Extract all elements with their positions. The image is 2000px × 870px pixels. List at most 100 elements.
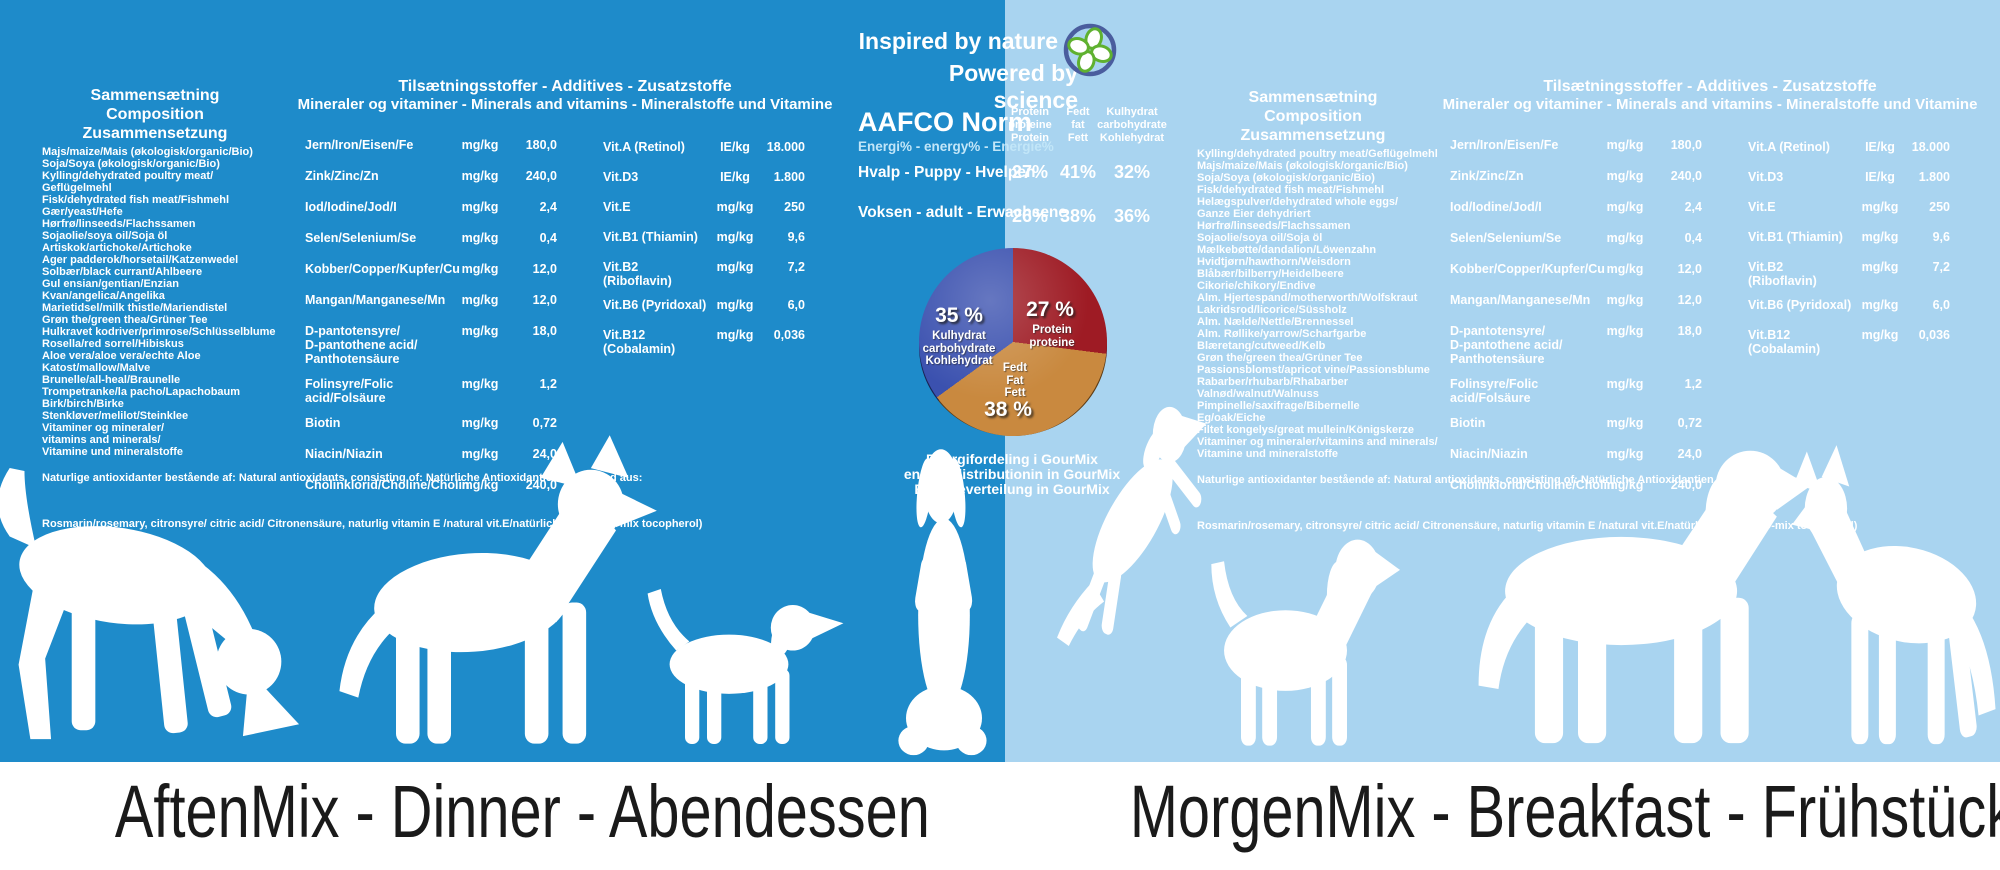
mineral-name: D-pantotensyre/ D-pantothene acid/ Panth…: [305, 324, 418, 366]
ingredient-line: Cikorie/chikory/Endive: [1197, 280, 1316, 292]
ingredient-line: Valnød/walnut/Walnuss: [1197, 388, 1319, 400]
ingredient-line: Rabarber/rhubarb/Rhabarber: [1197, 376, 1348, 388]
aafco-puppy-fat: 41%: [1059, 162, 1097, 182]
vitamin-row: Vit.D3 IE/kg 1.800: [1740, 170, 1950, 190]
ingredient-line: Katost/mallow/Malve: [42, 362, 151, 374]
mineral-value: 1,2: [1684, 377, 1702, 391]
mineral-value: 2,4: [539, 200, 557, 214]
aafco-row-adult-label: Voksen - adult - Erwachsene: [858, 204, 1068, 221]
vitamin-unit: mg/kg: [716, 200, 754, 214]
vitamin-name: Vit.B1 (Thiamin): [603, 230, 698, 244]
aafco-col-protein: Protein proteine Protein: [1008, 106, 1052, 144]
vitamin-name: Vit.E: [603, 200, 631, 214]
ingredient-line: Hørfrø/linseeds/Flachssamen: [42, 218, 196, 230]
mineral-name: Iod/Iodine/Jod/I: [1450, 200, 1542, 214]
mineral-row: Folinsyre/Folic acid/Folsäure mg/kg 1,2: [295, 377, 557, 405]
mineral-value: 2,4: [1684, 200, 1702, 214]
mineral-value: 240,0: [525, 169, 557, 183]
mineral-row: Mangan/Manganese/Mn mg/kg 12,0: [1440, 293, 1702, 313]
mineral-name: Kobber/Copper/Kupfer/Cu: [305, 262, 460, 276]
vitamin-row: Vit.B6 (Pyridoxal) mg/kg 6,0: [1740, 298, 1950, 318]
mineral-value: 18,0: [532, 324, 557, 338]
ingredient-line: Ganze Eier dehydriert: [1197, 208, 1311, 220]
mineral-unit: mg/kg: [461, 293, 499, 307]
energy-pie-chart: 35 % Kulhydrat carbohydrate Kohlehydrat …: [919, 248, 1107, 436]
left-additives-table: Tilsætningsstoffer - Additives - Zusatzs…: [295, 78, 835, 492]
vitamin-name: Vit.B12 (Cobalamin): [603, 328, 676, 356]
right-antioxidant-note: Naturlige antioxidanter bestående af: Na…: [1197, 474, 1798, 486]
mineral-value: 0,4: [1684, 231, 1702, 245]
vitamin-name: Vit.A (Retinol): [1748, 140, 1830, 154]
vitamin-value: 9,6: [1932, 230, 1950, 244]
ingredient-line: Kylling/dehydrated poultry meat/Geflügel…: [1197, 148, 1438, 160]
pie-pct-fat: 38 %: [984, 398, 1032, 421]
mineral-name: Jern/Iron/Eisen/Fe: [305, 138, 414, 152]
mineral-row: Biotin mg/kg 0,72: [1440, 416, 1702, 436]
minerals-column: Jern/Iron/Eisen/Fe mg/kg 180,0 Zink/Zinc…: [295, 138, 557, 498]
vitamin-row: Vit.A (Retinol) IE/kg 18.000: [595, 140, 805, 160]
ingredient-line: Grøn the/green thea/Grüner Tee: [42, 314, 208, 326]
vitamin-unit: mg/kg: [1861, 260, 1899, 274]
vitamin-row: Vit.A (Retinol) IE/kg 18.000: [1740, 140, 1950, 160]
mineral-value: 180,0: [1670, 138, 1702, 152]
mineral-name: Mangan/Manganese/Mn: [305, 293, 446, 307]
ingredient-line: Hvidtjørn/hawthorn/Weisdorn: [1197, 256, 1351, 268]
mineral-name: Zink/Zinc/Zn: [305, 169, 379, 183]
ingredient-line: Blåbær/bilberry/Heidelbeere: [1197, 268, 1344, 280]
dog-silhouette-spaniel: [1188, 472, 1400, 760]
ingredient-line: Helægspulver/dehydrated whole eggs/: [1197, 196, 1399, 208]
vitamin-value: 7,2: [787, 260, 805, 274]
ingredient-line: Alm. Røllike/yarrow/Scharfgarbe: [1197, 328, 1367, 340]
vitamin-row: Vit.D3 IE/kg 1.800: [595, 170, 805, 190]
vitamin-unit: mg/kg: [716, 298, 754, 312]
mineral-value: 240,0: [1670, 478, 1702, 492]
mineral-unit: mg/kg: [1606, 377, 1644, 391]
ingredient-line: Majs/maize/Mais (økologisk/organic/Bio): [42, 146, 253, 158]
mineral-value: 12,0: [1677, 262, 1702, 276]
vitamin-name: Vit.D3: [1748, 170, 1784, 184]
mineral-name: Niacin/Niazin: [305, 447, 383, 461]
dog-silhouette-alert-standing: [330, 432, 660, 760]
vitamin-value: 1.800: [773, 170, 805, 184]
vitamin-value: 0,036: [773, 328, 805, 342]
ingredient-line: Alm. Hjertespand/motherworth/Wolfskraut: [1197, 292, 1418, 304]
vitamins-column: Vit.A (Retinol) IE/kg 18.000 Vit.D3 IE/k…: [595, 140, 805, 356]
mineral-row: Zink/Zinc/Zn mg/kg 240,0: [295, 169, 557, 189]
ingredient-line: Ager padderok/horsetail/Katzenwedel: [42, 254, 239, 266]
ingredient-line: Gær/yeast/Hefe: [42, 206, 123, 218]
ingredient-line: Filtet kongelys/great mullein/Königskerz…: [1197, 424, 1414, 436]
vitamin-row: Vit.B2 (Riboflavin) mg/kg 7,2: [595, 260, 805, 288]
mineral-unit: mg/kg: [461, 138, 499, 152]
mineral-name: Biotin: [1450, 416, 1486, 430]
mineral-value: 240,0: [1670, 169, 1702, 183]
left-ingredient-list: Majs/maize/Mais (økologisk/organic/Bio) S…: [42, 146, 297, 458]
mineral-name: Iod/Iodine/Jod/I: [305, 200, 397, 214]
ingredient-line: Solbær/black currant/Ahlbeere: [42, 266, 203, 278]
vitamin-row: Vit.B6 (Pyridoxal) mg/kg 6,0: [595, 298, 805, 318]
additives-heading-2: Mineraler og vitaminer - Minerals and vi…: [1442, 96, 1978, 113]
ingredient-line: Rosella/red sorrel/Hibiskus: [42, 338, 184, 350]
mineral-row: Folinsyre/Folic acid/Folsäure mg/kg 1,2: [1440, 377, 1702, 405]
dog-silhouette-retriever: [1462, 422, 1810, 760]
vitamin-row: Vit.B2 (Riboflavin) mg/kg 7,2: [1740, 260, 1950, 288]
mineral-row: Mangan/Manganese/Mn mg/kg 12,0: [295, 293, 557, 313]
mineral-value: 12,0: [1677, 293, 1702, 307]
ingredient-line: Mælkebøtte/dandalion/Löwenzahn: [1197, 244, 1377, 256]
mineral-unit: mg/kg: [461, 377, 499, 391]
ingredient-line: Soja/Soya (økologisk/organic/Bio): [42, 158, 220, 170]
mineral-value: 18,0: [1677, 324, 1702, 338]
mineral-value: 1,2: [539, 377, 557, 391]
ingredient-line: Kylling/dehydrated poultry meat/: [42, 170, 214, 182]
ingredient-line: Vitamine und mineralstoffe: [1197, 448, 1338, 460]
vitamin-row: Vit.E mg/kg 250: [1740, 200, 1950, 220]
vitamin-row: Vit.B12 (Cobalamin) mg/kg 0,036: [1740, 328, 1950, 356]
vitamin-unit: mg/kg: [716, 230, 754, 244]
ingredient-line: Eg/oak/Eiche: [1197, 412, 1266, 424]
mineral-value: 180,0: [525, 138, 557, 152]
mineral-unit: mg/kg: [1606, 138, 1644, 152]
right-composition-heading: Sammensætning Composition Zusammensetzun…: [1240, 89, 1386, 144]
mineral-unit: mg/kg: [1606, 262, 1644, 276]
right-ingredient-list: Kylling/dehydrated poultry meat/Geflügel…: [1197, 148, 1452, 460]
mineral-row: D-pantotensyre/ D-pantothene acid/ Panth…: [1440, 324, 1702, 366]
